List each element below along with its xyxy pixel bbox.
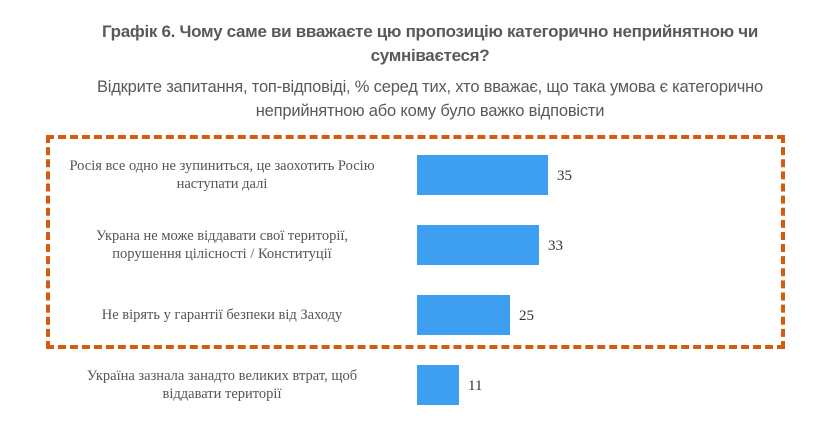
bar-label-line: Росія все одно не зупиниться, це заохоти… [69, 158, 375, 174]
bar-row: Не вірять у гарантії безпеки від Заходу … [0, 295, 838, 335]
bar-label-line: Не вірять у гарантії безпеки від Заходу [101, 307, 343, 323]
bar-label-line: Украна не може віддавати свої території, [95, 228, 348, 244]
chart-title: Графік 6. Чому саме ви вважаєте цю пропо… [101, 22, 759, 65]
bar [417, 155, 548, 195]
bar-label: Росія все одно не зупиниться, це заохоти… [37, 155, 407, 195]
bar-label-line: наступати далі [176, 176, 268, 192]
bar-value: 35 [557, 168, 572, 184]
bar [417, 295, 510, 335]
highlight-box [46, 135, 785, 349]
bar-value: 11 [468, 378, 483, 394]
bar-row: Росія все одно не зупиниться, це заохоти… [0, 155, 838, 195]
bar-label-line: віддавати території [162, 386, 282, 402]
chart-subtitle: Відкрите запитання, топ-відповіді, % сер… [96, 78, 764, 120]
bar-label: Україна зазнала занадто великих втрат, щ… [37, 365, 407, 405]
bar-value: 33 [548, 238, 563, 254]
bar [417, 365, 459, 405]
bar-label: Не вірять у гарантії безпеки від Заходу [37, 295, 407, 335]
bar-row: Украна не може віддавати свої території,… [0, 225, 838, 265]
bar [417, 225, 539, 265]
bar-label: Украна не може віддавати свої території,… [37, 225, 407, 265]
bar-value: 25 [519, 308, 534, 324]
bar-label-line: Україна зазнала занадто великих втрат, щ… [86, 368, 358, 384]
bar-row: Україна зазнала занадто великих втрат, щ… [0, 365, 838, 405]
bar-label-line: порушення цілісності / Конституції [112, 246, 332, 262]
